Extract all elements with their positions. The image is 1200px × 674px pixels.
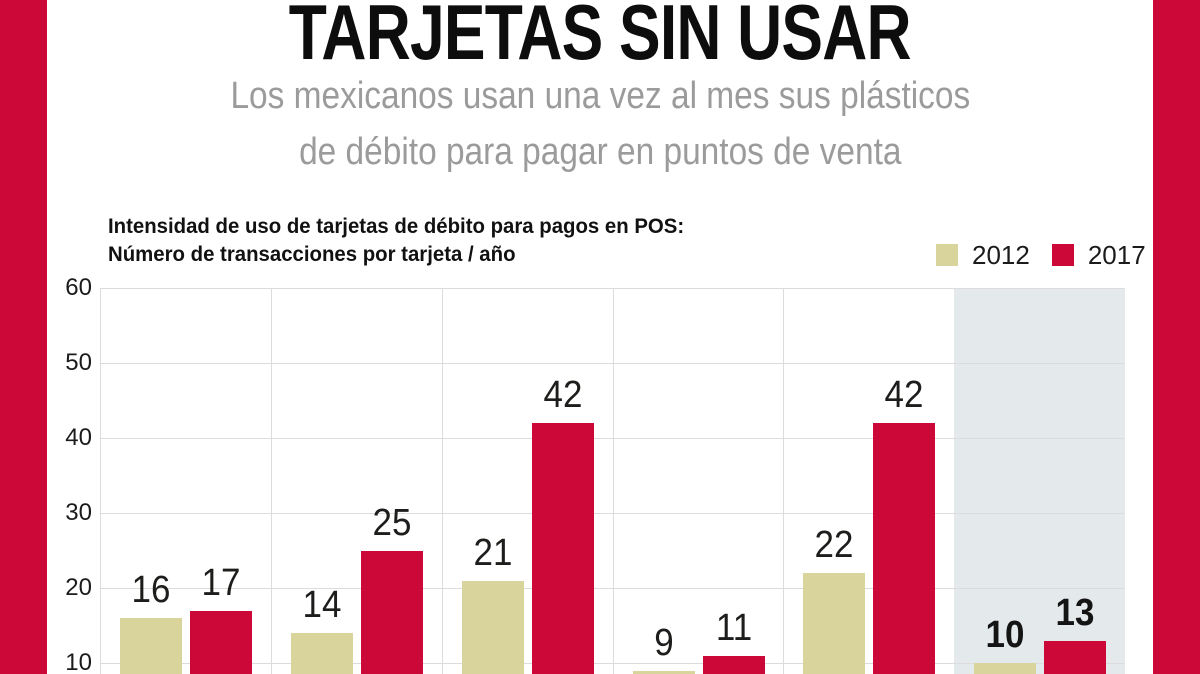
page-title: TARJETAS SIN USAR [47, 0, 1153, 72]
bar-2017-group-6 [1044, 640, 1107, 674]
page-subtitle-line-1-text: Los mexicanos usan una vez al mes sus pl… [230, 75, 970, 117]
y-axis-tick-20: 20 [65, 574, 92, 601]
group-separator-0 [100, 288, 101, 674]
legend-label-2012: 2012 [972, 240, 1030, 270]
y-axis-tick-10: 10 [65, 649, 92, 674]
bar-value-2017-group-4: 11 [715, 606, 752, 649]
page-subtitle: Los mexicanos usan una vez al mes sus pl… [47, 72, 1153, 184]
page-subtitle-line-2: de débito para pagar en puntos de venta [47, 128, 1153, 184]
right-red-border [1153, 0, 1200, 674]
bar-value-2017-group-3: 42 [543, 374, 583, 416]
bar-2017-group-5 [873, 423, 936, 674]
group-separator-1 [270, 288, 272, 674]
page-subtitle-line-1: Los mexicanos usan una vez al mes sus pl… [47, 72, 1153, 128]
bar-2012-group-1 [120, 618, 182, 674]
chart-legend: 2012 2017 [936, 242, 1168, 268]
group-separator-4 [783, 288, 785, 674]
y-axis-tick-50: 50 [65, 349, 92, 376]
bar-2017-group-3 [531, 423, 594, 674]
bar-2012-group-6 [974, 663, 1037, 674]
bar-value-2012-group-1: 16 [131, 569, 171, 611]
bar-value-2012-group-2: 14 [302, 584, 342, 626]
bar-value-2012-group-3: 21 [473, 531, 513, 574]
page-title-text: TARJETAS SIN USAR [288, 0, 912, 76]
bar-2012-group-5 [803, 573, 866, 674]
legend-label-2017: 2017 [1087, 240, 1146, 270]
bar-value-2012-group-5: 22 [814, 524, 854, 566]
page-subtitle-line-2-text: de débito para pagar en puntos de venta [298, 131, 902, 173]
bar-2012-group-4 [632, 670, 695, 674]
y-axis-tick-30: 30 [65, 499, 92, 526]
y-axis-tick-60: 60 [65, 274, 92, 301]
chart-title-line-1: Intensidad de uso de tarjetas de débito … [108, 215, 685, 238]
bar-value-2017-group-1: 17 [201, 561, 241, 604]
group-separator-2 [441, 288, 443, 674]
legend-swatch-2017 [1051, 244, 1074, 266]
chart-title: Intensidad de uso de tarjetas de débito … [108, 213, 702, 269]
bar-chart-plot: 60 50 40 30 20 10 16 17 14 25 21 42 9 11 22 42 10 13 [65, 275, 1125, 674]
bar-2012-group-3 [461, 580, 524, 674]
bar-value-2017-group-5: 42 [884, 374, 924, 416]
bar-value-2012-group-4: 9 [653, 621, 674, 664]
group-separator-3 [612, 288, 614, 674]
highlighted-group-band [954, 288, 1125, 674]
y-axis-tick-40: 40 [65, 424, 92, 451]
bar-value-2017-group-6: 13 [1055, 591, 1095, 634]
legend-swatch-2012 [936, 244, 958, 266]
bar-value-2017-group-2: 25 [372, 501, 412, 544]
left-red-border [0, 0, 47, 674]
bar-2017-group-2 [360, 550, 423, 674]
chart-title-line-2: Número de transacciones por tarjeta / añ… [108, 243, 516, 266]
bar-2017-group-4 [702, 655, 765, 674]
bar-value-2012-group-6: 10 [985, 614, 1025, 656]
bar-2017-group-1 [190, 610, 252, 674]
bar-2012-group-2 [290, 633, 353, 674]
